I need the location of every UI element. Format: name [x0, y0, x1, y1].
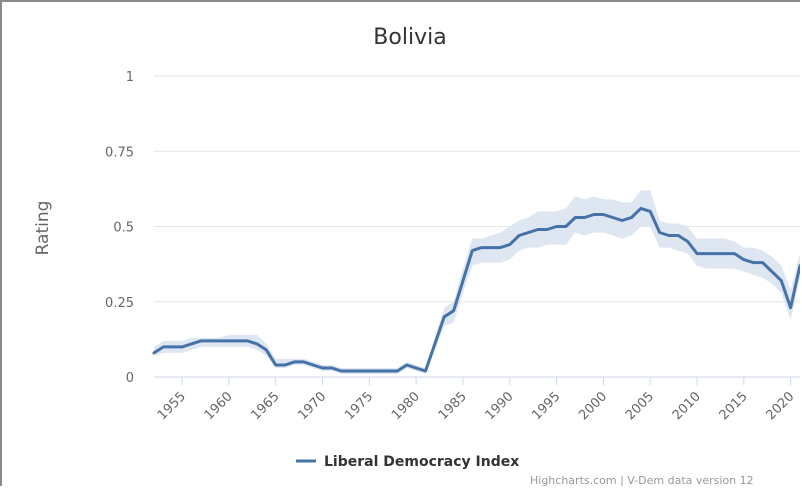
x-tick-label: 1990	[483, 389, 517, 423]
series-layer	[152, 190, 800, 374]
x-tick-label: 2010	[670, 389, 704, 423]
chart-title: Bolivia	[373, 25, 446, 50]
x-tick-label: 2005	[623, 389, 657, 423]
y-tick-label: 0	[126, 371, 134, 386]
x-tick-label: 1975	[342, 389, 376, 423]
y-axis-label: Rating	[33, 201, 53, 256]
x-tick-label: 1985	[436, 389, 470, 423]
series-line	[152, 206, 800, 373]
x-tick-label: 1980	[389, 389, 423, 423]
x-tick-label: 2000	[576, 389, 610, 423]
x-tick-label: 1955	[155, 389, 189, 423]
legend[interactable]: Liberal Democracy Index	[296, 454, 519, 470]
y-tick-label: 1	[126, 70, 134, 85]
credits-text[interactable]: Highcharts.com | V-Dem data version 12	[530, 474, 754, 486]
x-tick-label: 2020	[763, 389, 797, 423]
x-tick-label: 2015	[717, 389, 751, 423]
x-tick-label: 1970	[295, 389, 329, 423]
y-tick-label: 0.5	[113, 221, 134, 236]
x-tick-label: 1965	[249, 389, 283, 423]
y-tick-label: 0.25	[105, 296, 134, 311]
confidence-band	[154, 190, 800, 374]
x-tick-label: 1960	[202, 389, 236, 423]
y-tick-label: 0.75	[105, 145, 134, 160]
x-tick-label: 1995	[529, 389, 563, 423]
x-axis: 1955 1960 1965 1970 1975 1980 1985 1990 1995 2000…	[154, 376, 800, 423]
y-axis-ticks: 0 0.25 0.5 0.75 1	[105, 70, 134, 386]
grid-lines	[154, 75, 800, 378]
legend-label[interactable]: Liberal Democracy Index	[324, 454, 519, 470]
